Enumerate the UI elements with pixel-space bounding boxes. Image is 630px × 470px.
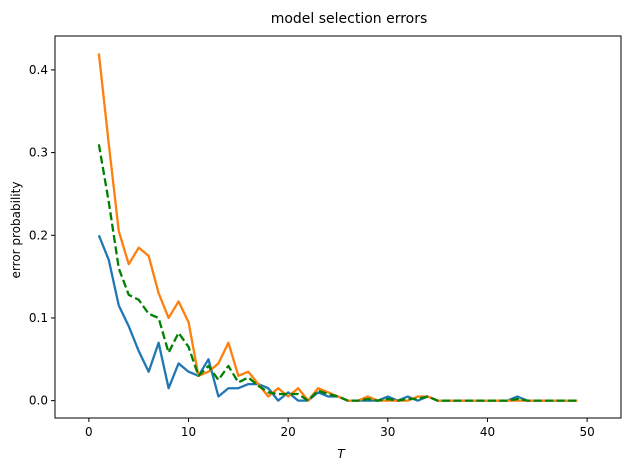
tick-layer: 0 10 20 30 40 50 0.0 0.1 0.2 0.3 0.4 bbox=[29, 63, 595, 439]
chart-title: model selection errors bbox=[271, 11, 428, 27]
plot-frame bbox=[54, 35, 622, 419]
x-tick-label: 40 bbox=[480, 425, 495, 439]
y-tick-label: 0.1 bbox=[29, 311, 48, 325]
y-tick-label: 0.0 bbox=[29, 394, 48, 408]
series-line-green-dashed bbox=[97, 144, 578, 402]
x-tick-label: 50 bbox=[579, 425, 594, 439]
series-line-blue bbox=[97, 234, 578, 402]
y-tick-label: 0.3 bbox=[29, 146, 48, 160]
series-line-orange bbox=[97, 53, 578, 402]
x-tick-label: 20 bbox=[281, 425, 296, 439]
x-tick-label: 10 bbox=[181, 425, 196, 439]
series-layer bbox=[97, 53, 578, 402]
y-tick-label: 0.4 bbox=[29, 63, 48, 77]
y-axis-label: error probability bbox=[9, 182, 23, 279]
x-axis-label: T bbox=[337, 447, 346, 461]
x-tick-label: 30 bbox=[380, 425, 395, 439]
x-tick-label: 0 bbox=[85, 425, 93, 439]
y-tick-label: 0.2 bbox=[29, 228, 48, 242]
